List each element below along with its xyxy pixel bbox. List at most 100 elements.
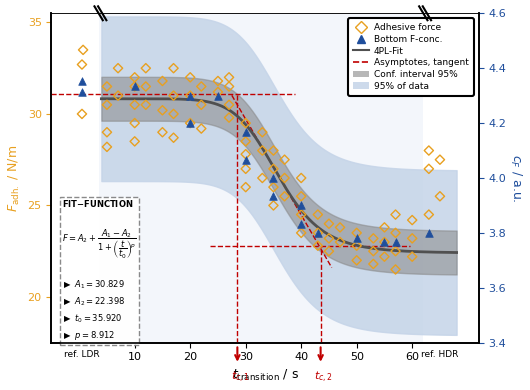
- Point: [103, 83, 111, 90]
- Point: [169, 135, 178, 141]
- Point: [197, 83, 206, 90]
- Point: [314, 243, 322, 249]
- Point: [258, 175, 267, 181]
- Point: [391, 230, 400, 236]
- X-axis label: $t_{\mathrm{transition}}$ / s: $t_{\mathrm{transition}}$ / s: [232, 368, 298, 383]
- Point: [225, 74, 233, 80]
- Point: [158, 129, 167, 135]
- Point: [352, 257, 361, 264]
- Point: [242, 129, 250, 135]
- Point: [214, 89, 222, 95]
- Point: [425, 147, 433, 154]
- Point: [114, 92, 122, 99]
- Point: [280, 175, 289, 181]
- Point: [408, 235, 417, 241]
- Point: [425, 166, 433, 172]
- Point: [242, 138, 250, 145]
- Point: [225, 83, 233, 90]
- Point: [314, 211, 322, 218]
- Point: [242, 166, 250, 172]
- Point: [380, 254, 388, 260]
- Point: [269, 184, 278, 190]
- Point: [78, 89, 86, 95]
- Point: [242, 120, 250, 126]
- Point: [369, 248, 377, 254]
- Point: [186, 120, 195, 126]
- Point: [142, 65, 150, 71]
- Point: [130, 83, 139, 90]
- Point: [158, 107, 167, 113]
- Point: [352, 235, 361, 241]
- Point: [391, 266, 400, 273]
- Point: [169, 65, 178, 71]
- Point: [242, 184, 250, 190]
- Point: [78, 111, 86, 117]
- Point: [425, 230, 433, 236]
- Point: [269, 166, 278, 172]
- Point: [314, 230, 322, 236]
- Point: [297, 175, 305, 181]
- Point: [142, 83, 150, 90]
- Point: [369, 261, 377, 267]
- Text: $\mathbf{FIT{-}FUNCTION}$

$F = A_2 + \dfrac{A_1 - A_2}{1 + \left(\dfrac{t}{t_0}: $\mathbf{FIT{-}FUNCTION}$ $F = A_2 + \df…: [62, 198, 137, 342]
- Point: [352, 243, 361, 249]
- Point: [242, 151, 250, 157]
- Point: [336, 239, 344, 245]
- Point: [225, 115, 233, 121]
- Point: [269, 193, 278, 199]
- Point: [79, 47, 87, 53]
- Point: [130, 83, 139, 90]
- Point: [408, 254, 417, 260]
- Y-axis label: $F_{\mathrm{adh.}}$ / N/m: $F_{\mathrm{adh.}}$ / N/m: [7, 144, 22, 212]
- Point: [280, 156, 289, 163]
- Point: [186, 74, 195, 80]
- Point: [130, 102, 139, 108]
- Point: [214, 92, 222, 99]
- Point: [114, 65, 122, 71]
- Point: [169, 111, 178, 117]
- Point: [214, 78, 222, 84]
- Point: [280, 193, 289, 199]
- Point: [297, 221, 305, 227]
- Point: [269, 147, 278, 154]
- Point: [78, 61, 86, 67]
- Text: $t_{c,1}$: $t_{c,1}$: [231, 370, 250, 385]
- Point: [425, 211, 433, 218]
- Point: [158, 78, 167, 84]
- Text: ref. LDR: ref. LDR: [64, 350, 100, 359]
- Point: [325, 235, 333, 241]
- Text: $t_{c,2}$: $t_{c,2}$: [314, 370, 333, 385]
- Point: [336, 224, 344, 230]
- Point: [103, 144, 111, 150]
- Point: [142, 102, 150, 108]
- Point: [325, 248, 333, 254]
- Point: [369, 235, 377, 241]
- Point: [130, 138, 139, 145]
- Text: ref. HDR: ref. HDR: [421, 350, 458, 359]
- Point: [297, 202, 305, 209]
- Point: [197, 102, 206, 108]
- Point: [436, 156, 444, 163]
- Point: [391, 211, 400, 218]
- Point: [297, 193, 305, 199]
- Point: [78, 78, 86, 84]
- Point: [186, 92, 195, 99]
- Point: [269, 175, 278, 181]
- Point: [130, 74, 139, 80]
- Point: [169, 92, 178, 99]
- Point: [380, 239, 388, 245]
- Point: [391, 239, 400, 245]
- Bar: [51, 13, 99, 343]
- Point: [380, 239, 388, 245]
- Y-axis label: $c_F$ / a.u.: $c_F$ / a.u.: [508, 154, 523, 202]
- Point: [258, 129, 267, 135]
- Point: [391, 248, 400, 254]
- Point: [380, 224, 388, 230]
- Bar: [99, 13, 423, 343]
- Point: [436, 193, 444, 199]
- Point: [269, 202, 278, 209]
- Point: [297, 230, 305, 236]
- Point: [130, 120, 139, 126]
- Point: [197, 126, 206, 132]
- Legend: Adhesive force, Bottom F-conc., 4PL-Fit, Asymptotes, tangent, Conf. interval 95%: Adhesive force, Bottom F-conc., 4PL-Fit,…: [348, 18, 474, 96]
